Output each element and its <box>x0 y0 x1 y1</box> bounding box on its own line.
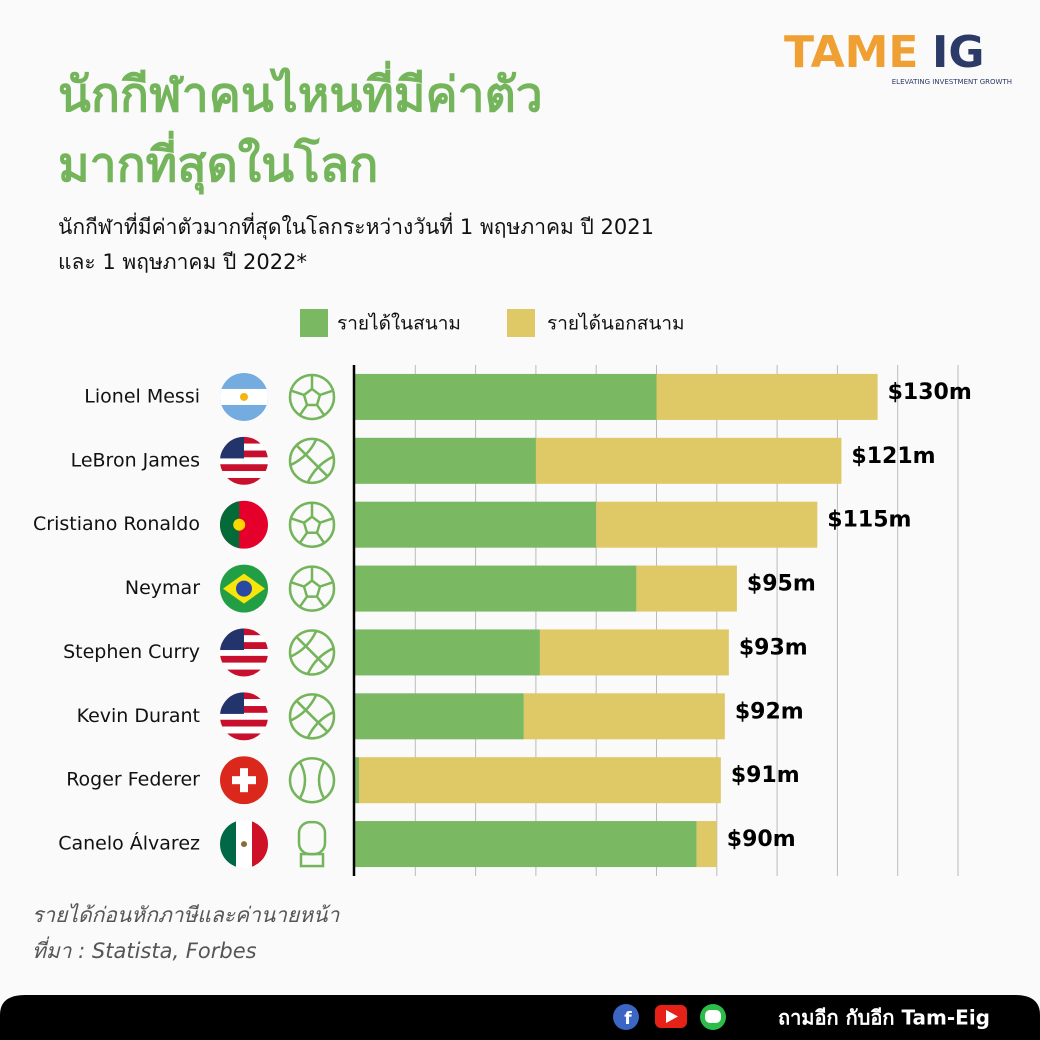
flag-part <box>220 820 236 869</box>
sport-icon <box>290 439 334 483</box>
total-label: $93m <box>739 635 808 660</box>
total-label: $121m <box>851 444 935 469</box>
flag <box>220 756 268 805</box>
flag <box>220 820 268 869</box>
bar-segment <box>596 501 818 548</box>
sport-icon <box>288 756 336 804</box>
sport-icon <box>288 501 336 548</box>
flag-part <box>220 662 268 670</box>
sport-icon <box>288 693 336 740</box>
flag-part <box>220 669 268 677</box>
y-tick-label: Roger Federer <box>66 769 200 791</box>
y-tick-label: Stephen Curry <box>63 641 200 663</box>
facebook-glyph: f <box>624 1009 632 1029</box>
total-label: $90m <box>727 827 796 852</box>
sport-icon <box>291 375 333 416</box>
y-tick-label: Cristiano Ronaldo <box>33 513 200 535</box>
bar-segment <box>523 693 725 740</box>
legend-label: รายได้นอกสนาม <box>547 313 685 335</box>
flag-part <box>220 500 240 549</box>
sport-icon <box>288 565 336 612</box>
bar-segment <box>696 821 717 868</box>
line-glyph <box>705 1010 721 1023</box>
flag-part <box>220 464 268 472</box>
flag-part <box>220 649 268 656</box>
facebook-icon[interactable] <box>613 1004 639 1030</box>
bar-segment <box>355 629 540 676</box>
sport-icon <box>290 694 334 738</box>
flag-part <box>233 518 246 531</box>
total-label: $130m <box>888 380 972 405</box>
flag <box>220 500 268 549</box>
flag <box>220 692 268 741</box>
flag-part <box>220 471 268 478</box>
legend-swatch <box>300 309 328 337</box>
flag-part <box>220 719 268 727</box>
sport-icon <box>288 629 336 676</box>
logo-tagline: ELEVATING INVESTMENT GROWTH <box>892 78 1012 86</box>
sport-icon <box>288 373 336 421</box>
bar-segment <box>355 437 536 484</box>
subtitle: นักกีฬาที่มีค่าตัวมากที่สุดในโลกระหว่างว… <box>58 212 654 240</box>
logo-part1: TAME <box>784 27 919 78</box>
total-label: $92m <box>735 699 804 724</box>
flag-part <box>232 776 256 785</box>
flag-part <box>236 580 252 597</box>
flag-part <box>220 477 268 485</box>
flag-part <box>241 841 247 848</box>
y-tick-label: Kevin Durant <box>77 705 200 727</box>
bar-segment <box>355 373 657 420</box>
y-tick-label: Canelo Álvarez <box>58 832 200 855</box>
flag <box>220 372 268 421</box>
bar-segment <box>355 565 637 612</box>
flag-part <box>252 820 268 869</box>
sport-icon <box>291 503 333 544</box>
footnote: รายได้ก่อนหักภาษีและค่านายหน้า <box>32 903 340 927</box>
bar-segment <box>355 757 360 804</box>
y-tick-label: LeBron James <box>71 449 200 471</box>
legend-swatch <box>507 309 535 337</box>
total-label: $95m <box>747 572 816 597</box>
bar-segment <box>355 821 697 868</box>
bar-segment <box>656 373 878 420</box>
flag <box>220 436 268 485</box>
flag <box>220 564 268 613</box>
sport-icon <box>299 852 325 868</box>
chart-title: มากที่สุดในโลก <box>58 130 378 195</box>
flag-part <box>220 457 268 465</box>
flag <box>220 628 268 677</box>
flag-part <box>220 655 268 663</box>
bar-segment <box>355 501 597 548</box>
footer-brand: ถามอีก กับอีก Tam-Eig <box>778 1006 990 1030</box>
bar-segment <box>355 693 524 740</box>
y-tick-label: Neymar <box>125 577 200 599</box>
bar-segment <box>636 565 737 612</box>
total-label: $115m <box>827 508 911 533</box>
logo-part2: IG <box>932 27 985 78</box>
subtitle: และ 1 พฤษภาคม ปี 2022* <box>58 250 307 274</box>
flag-part <box>240 392 248 401</box>
sport-icon <box>290 630 334 674</box>
bar-segment <box>539 629 729 676</box>
flag-part <box>220 726 268 734</box>
flag-part <box>220 733 268 741</box>
footer-bar <box>0 995 1040 1040</box>
chart-title: นักกีฬาคนไหนที่มีค่าตัว <box>58 60 543 123</box>
bar-segment <box>359 757 721 804</box>
bar-segment <box>535 437 842 484</box>
youtube-glyph <box>666 1010 678 1023</box>
sport-icon <box>298 761 326 799</box>
sport-icon <box>291 567 333 608</box>
legend-label: รายได้ในสนาม <box>337 313 461 335</box>
source: ที่มา : Statista, Forbes <box>32 936 257 963</box>
sport-icon <box>288 437 336 485</box>
flag-part <box>220 712 268 720</box>
total-label: $91m <box>731 763 800 788</box>
y-tick-label: Lionel Messi <box>84 385 200 407</box>
